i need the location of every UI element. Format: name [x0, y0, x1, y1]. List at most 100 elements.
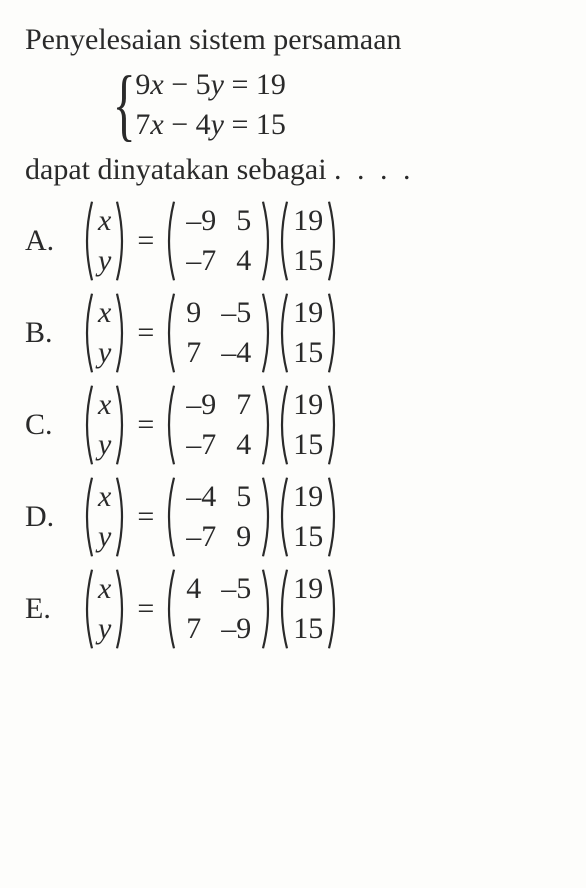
matrix-entry: 4: [236, 425, 251, 466]
matrix-entry: –9: [221, 609, 251, 650]
left-paren-icon: [80, 476, 94, 558]
matrix-entry: –7: [186, 425, 216, 466]
vector-entry: x: [98, 201, 111, 242]
left-paren-icon: [80, 568, 94, 650]
option-D: D. x y = –4 –7 5 9 19: [25, 476, 561, 558]
matrix-entry: 5: [236, 477, 251, 518]
option-label: A.: [25, 221, 80, 262]
right-paren-icon: [115, 384, 129, 466]
matrix-entry: 7: [186, 609, 201, 650]
matrix-entry: –4: [186, 477, 216, 518]
matrix-entry: 7: [186, 333, 201, 374]
vector-entry: 15: [293, 241, 323, 282]
left-paren-icon: [275, 292, 289, 374]
vector-entry: 19: [293, 477, 323, 518]
matrix-entry: –7: [186, 241, 216, 282]
right-paren-icon: [327, 200, 341, 282]
left-paren-icon: [275, 568, 289, 650]
left-paren-icon: [275, 384, 289, 466]
vector-entry: x: [98, 293, 111, 334]
matrix: –4 –7 5 9: [162, 476, 275, 558]
rhs-vector: 19 15: [275, 568, 341, 650]
equals-sign: =: [137, 313, 154, 354]
vector-entry: y: [98, 425, 111, 466]
outro-text: dapat dinyatakan sebagai . . . .: [25, 150, 561, 191]
right-paren-icon: [115, 200, 129, 282]
option-E: E. x y = 4 7 –5 –9 19: [25, 568, 561, 650]
vector-entry: y: [98, 241, 111, 282]
matrix-entry: –5: [221, 569, 251, 610]
matrix: 9 7 –5 –4: [162, 292, 275, 374]
left-paren-icon: [162, 476, 176, 558]
equation-2: 7x − 4y = 15: [135, 105, 286, 146]
right-paren-icon: [261, 384, 275, 466]
matrix-entry: –4: [221, 333, 251, 374]
left-paren-icon: [162, 568, 176, 650]
matrix-entry: 9: [236, 517, 251, 558]
right-paren-icon: [261, 476, 275, 558]
matrix-entry: 4: [236, 241, 251, 282]
equals-sign: =: [137, 497, 154, 538]
right-paren-icon: [327, 292, 341, 374]
right-paren-icon: [327, 476, 341, 558]
option-C: C. x y = –9 –7 7 4 19: [25, 384, 561, 466]
xy-vector: x y: [80, 292, 129, 374]
vector-entry: x: [98, 569, 111, 610]
left-paren-icon: [162, 384, 176, 466]
right-paren-icon: [327, 568, 341, 650]
option-A: A. x y = –9 –7 5 4 19: [25, 200, 561, 282]
matrix: –9 –7 7 4: [162, 384, 275, 466]
right-paren-icon: [261, 292, 275, 374]
vector-entry: y: [98, 333, 111, 374]
intro-text: Penyelesaian sistem persamaan: [25, 20, 561, 61]
matrix-entry: –7: [186, 517, 216, 558]
equals-sign: =: [137, 589, 154, 630]
option-label: E.: [25, 589, 80, 630]
right-paren-icon: [327, 384, 341, 466]
vector-entry: 15: [293, 333, 323, 374]
option-label: C.: [25, 405, 80, 446]
option-label: D.: [25, 497, 80, 538]
left-paren-icon: [80, 384, 94, 466]
matrix-entry: –9: [186, 385, 216, 426]
matrix-entry: –5: [221, 293, 251, 334]
xy-vector: x y: [80, 568, 129, 650]
equals-sign: =: [137, 405, 154, 446]
rhs-vector: 19 15: [275, 200, 341, 282]
vector-entry: 19: [293, 385, 323, 426]
left-paren-icon: [80, 200, 94, 282]
right-paren-icon: [115, 568, 129, 650]
matrix-entry: 5: [236, 201, 251, 242]
system-block: { 9x − 5y = 19 7x − 4y = 15: [25, 61, 561, 150]
option-label: B.: [25, 313, 80, 354]
vector-entry: y: [98, 609, 111, 650]
right-paren-icon: [115, 476, 129, 558]
matrix-entry: 9: [186, 293, 201, 334]
vector-entry: 15: [293, 425, 323, 466]
left-brace: {: [113, 65, 136, 146]
matrix-entry: 4: [186, 569, 201, 610]
vector-entry: 19: [293, 201, 323, 242]
vector-entry: 15: [293, 517, 323, 558]
right-paren-icon: [115, 292, 129, 374]
vector-entry: x: [98, 477, 111, 518]
left-paren-icon: [162, 200, 176, 282]
rhs-vector: 19 15: [275, 476, 341, 558]
xy-vector: x y: [80, 384, 129, 466]
xy-vector: x y: [80, 476, 129, 558]
left-paren-icon: [162, 292, 176, 374]
vector-entry: x: [98, 385, 111, 426]
rhs-vector: 19 15: [275, 384, 341, 466]
vector-entry: y: [98, 517, 111, 558]
option-B: B. x y = 9 7 –5 –4 19: [25, 292, 561, 374]
matrix-entry: 7: [236, 385, 251, 426]
rhs-vector: 19 15: [275, 292, 341, 374]
xy-vector: x y: [80, 200, 129, 282]
vector-entry: 19: [293, 569, 323, 610]
left-paren-icon: [275, 200, 289, 282]
matrix: 4 7 –5 –9: [162, 568, 275, 650]
equation-1: 9x − 5y = 19: [135, 65, 286, 106]
left-paren-icon: [275, 476, 289, 558]
right-paren-icon: [261, 200, 275, 282]
matrix-entry: –9: [186, 201, 216, 242]
